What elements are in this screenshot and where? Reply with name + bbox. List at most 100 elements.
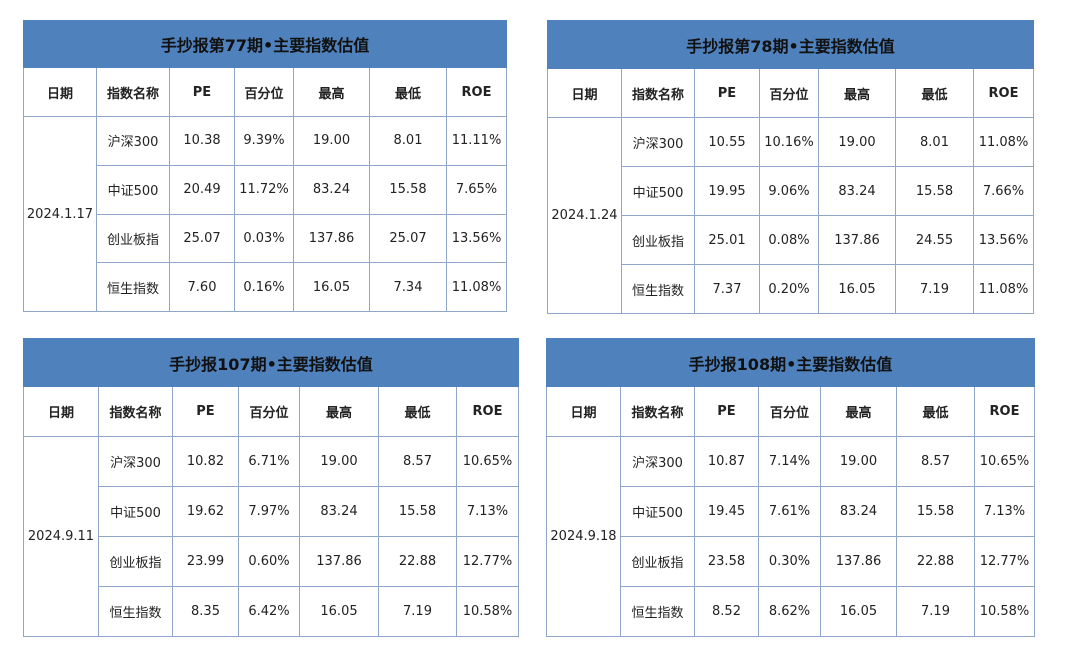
header-date: 日期 — [23, 67, 97, 117]
table-title: 手抄报第77期•主要指数估值 — [22, 20, 508, 68]
table-title: 手抄报第78期•主要指数估值 — [546, 20, 1035, 69]
pe-cell: 10.55 — [694, 117, 760, 167]
pe-cell: 7.37 — [694, 264, 760, 314]
low-cell: 8.01 — [369, 116, 447, 166]
roe-cell: 11.08% — [972, 264, 1035, 314]
header-high: 最高 — [299, 386, 379, 437]
header-index-name: 指数名称 — [96, 67, 170, 117]
header-pe: PE — [172, 386, 239, 437]
header-high: 最高 — [820, 386, 897, 437]
percentile-cell: 0.20% — [759, 264, 819, 314]
header-high: 最高 — [818, 68, 896, 118]
valuation-table: 手抄报第77期•主要指数估值 日期 指数名称 PE 百分位 最高 最低 ROE … — [22, 20, 508, 312]
roe-cell: 7.13% — [456, 486, 519, 537]
pe-cell: 25.07 — [169, 213, 235, 264]
pe-cell: 10.38 — [169, 116, 235, 166]
header-low: 最低 — [895, 68, 974, 118]
high-cell: 137.86 — [818, 215, 896, 265]
high-cell: 83.24 — [820, 486, 897, 537]
valuation-table: 手抄报第78期•主要指数估值 日期 指数名称 PE 百分位 最高 最低 ROE … — [546, 20, 1035, 314]
percentile-cell: 7.97% — [238, 486, 300, 537]
roe-cell: 10.65% — [456, 436, 519, 487]
low-cell: 24.55 — [895, 215, 974, 265]
low-cell: 15.58 — [896, 486, 975, 537]
valuation-table-issue-107: 手抄报107期•主要指数估值 日期 指数名称 PE 百分位 最高 最低 ROE … — [23, 338, 519, 637]
high-cell: 137.86 — [299, 536, 379, 587]
percentile-cell: 0.30% — [758, 536, 821, 587]
table-row: 恒生指数 7.37 0.20% 16.05 7.19 11.08% — [548, 264, 1035, 314]
low-cell: 7.34 — [369, 262, 447, 312]
low-cell: 15.58 — [369, 164, 447, 215]
pe-cell: 25.01 — [694, 215, 760, 265]
percentile-cell: 0.03% — [234, 213, 294, 264]
pe-cell: 10.87 — [694, 436, 759, 487]
roe-cell: 7.66% — [972, 166, 1035, 216]
table-title: 手抄报108期•主要指数估值 — [546, 338, 1035, 387]
high-cell: 137.86 — [293, 213, 370, 264]
index-name-cell: 创业板指 — [620, 536, 695, 587]
high-cell: 19.00 — [820, 436, 897, 487]
table-row: 中证500 20.49 11.72% 83.24 15.58 7.65% — [24, 164, 508, 215]
table-row: 创业板指 23.58 0.30% 137.86 22.88 12.77% — [547, 536, 1035, 587]
header-roe: ROE — [972, 68, 1035, 118]
table-row: 创业板指 23.99 0.60% 137.86 22.88 12.77% — [24, 536, 519, 587]
index-name-cell: 恒生指数 — [98, 586, 173, 637]
table-row: 创业板指 25.07 0.03% 137.86 25.07 13.56% — [24, 213, 508, 264]
percentile-cell: 0.60% — [238, 536, 300, 587]
table-row: 2024.1.24 沪深300 10.55 10.16% 19.00 8.01 … — [547, 117, 1035, 314]
header-index-name: 指数名称 — [98, 386, 173, 437]
pe-cell: 8.35 — [172, 586, 239, 637]
pe-cell: 19.62 — [172, 486, 239, 537]
table-row: 2024.9.18 沪深300 10.87 7.14% 19.00 8.57 1… — [546, 436, 1035, 637]
header-low: 最低 — [378, 386, 457, 437]
header-percentile: 百分位 — [759, 68, 819, 118]
valuation-table-issue-108: 手抄报108期•主要指数估值 日期 指数名称 PE 百分位 最高 最低 ROE … — [546, 338, 1035, 637]
table-row: 创业板指 25.01 0.08% 137.86 24.55 13.56% — [548, 215, 1035, 265]
header-percentile: 百分位 — [758, 386, 821, 437]
high-cell: 83.24 — [818, 166, 896, 216]
roe-cell: 7.65% — [445, 164, 508, 215]
roe-cell: 11.11% — [445, 116, 508, 166]
header-date: 日期 — [23, 386, 99, 437]
low-cell: 8.57 — [378, 436, 457, 487]
table-row: 恒生指数 8.35 6.42% 16.05 7.19 10.58% — [24, 586, 519, 637]
index-name-cell: 中证500 — [96, 164, 170, 215]
pe-cell: 23.99 — [172, 536, 239, 587]
low-cell: 7.19 — [895, 264, 974, 314]
index-name-cell: 创业板指 — [98, 536, 173, 587]
date-cell: 2024.1.24 — [547, 117, 622, 314]
header-percentile: 百分位 — [234, 67, 294, 117]
roe-cell: 12.77% — [974, 536, 1035, 587]
header-date: 日期 — [546, 386, 621, 437]
low-cell: 22.88 — [896, 536, 975, 587]
roe-cell: 13.56% — [445, 213, 508, 264]
low-cell: 15.58 — [378, 486, 457, 537]
table-row: 中证500 19.62 7.97% 83.24 15.58 7.13% — [24, 486, 519, 537]
index-name-cell: 恒生指数 — [620, 586, 695, 637]
header-pe: PE — [694, 68, 760, 118]
table-row: 2024.9.11 沪深300 10.82 6.71% 19.00 8.57 1… — [23, 436, 519, 637]
date-cell: 2024.1.17 — [23, 116, 97, 312]
index-name-cell: 中证500 — [620, 486, 695, 537]
valuation-table-issue-78: 手抄报第78期•主要指数估值 日期 指数名称 PE 百分位 最高 最低 ROE … — [546, 20, 1035, 314]
low-cell: 25.07 — [369, 213, 447, 264]
date-cell: 2024.9.18 — [546, 436, 621, 637]
valuation-table-issue-77: 手抄报第77期•主要指数估值 日期 指数名称 PE 百分位 最高 最低 ROE … — [22, 20, 508, 312]
pe-cell: 7.60 — [169, 262, 235, 312]
high-cell: 16.05 — [820, 586, 897, 637]
pe-cell: 19.45 — [694, 486, 759, 537]
index-name-cell: 沪深300 — [620, 436, 695, 487]
index-name-cell: 中证500 — [98, 486, 173, 537]
header-index-name: 指数名称 — [620, 386, 695, 437]
pe-cell: 10.82 — [172, 436, 239, 487]
index-name-cell: 沪深300 — [621, 117, 695, 167]
index-name-cell: 中证500 — [621, 166, 695, 216]
header-roe: ROE — [974, 386, 1035, 437]
pe-cell: 8.52 — [694, 586, 759, 637]
high-cell: 137.86 — [820, 536, 897, 587]
percentile-cell: 0.16% — [234, 262, 294, 312]
low-cell: 8.01 — [895, 117, 974, 167]
header-pe: PE — [694, 386, 759, 437]
table-title: 手抄报107期•主要指数估值 — [23, 338, 519, 387]
pe-cell: 20.49 — [169, 164, 235, 215]
